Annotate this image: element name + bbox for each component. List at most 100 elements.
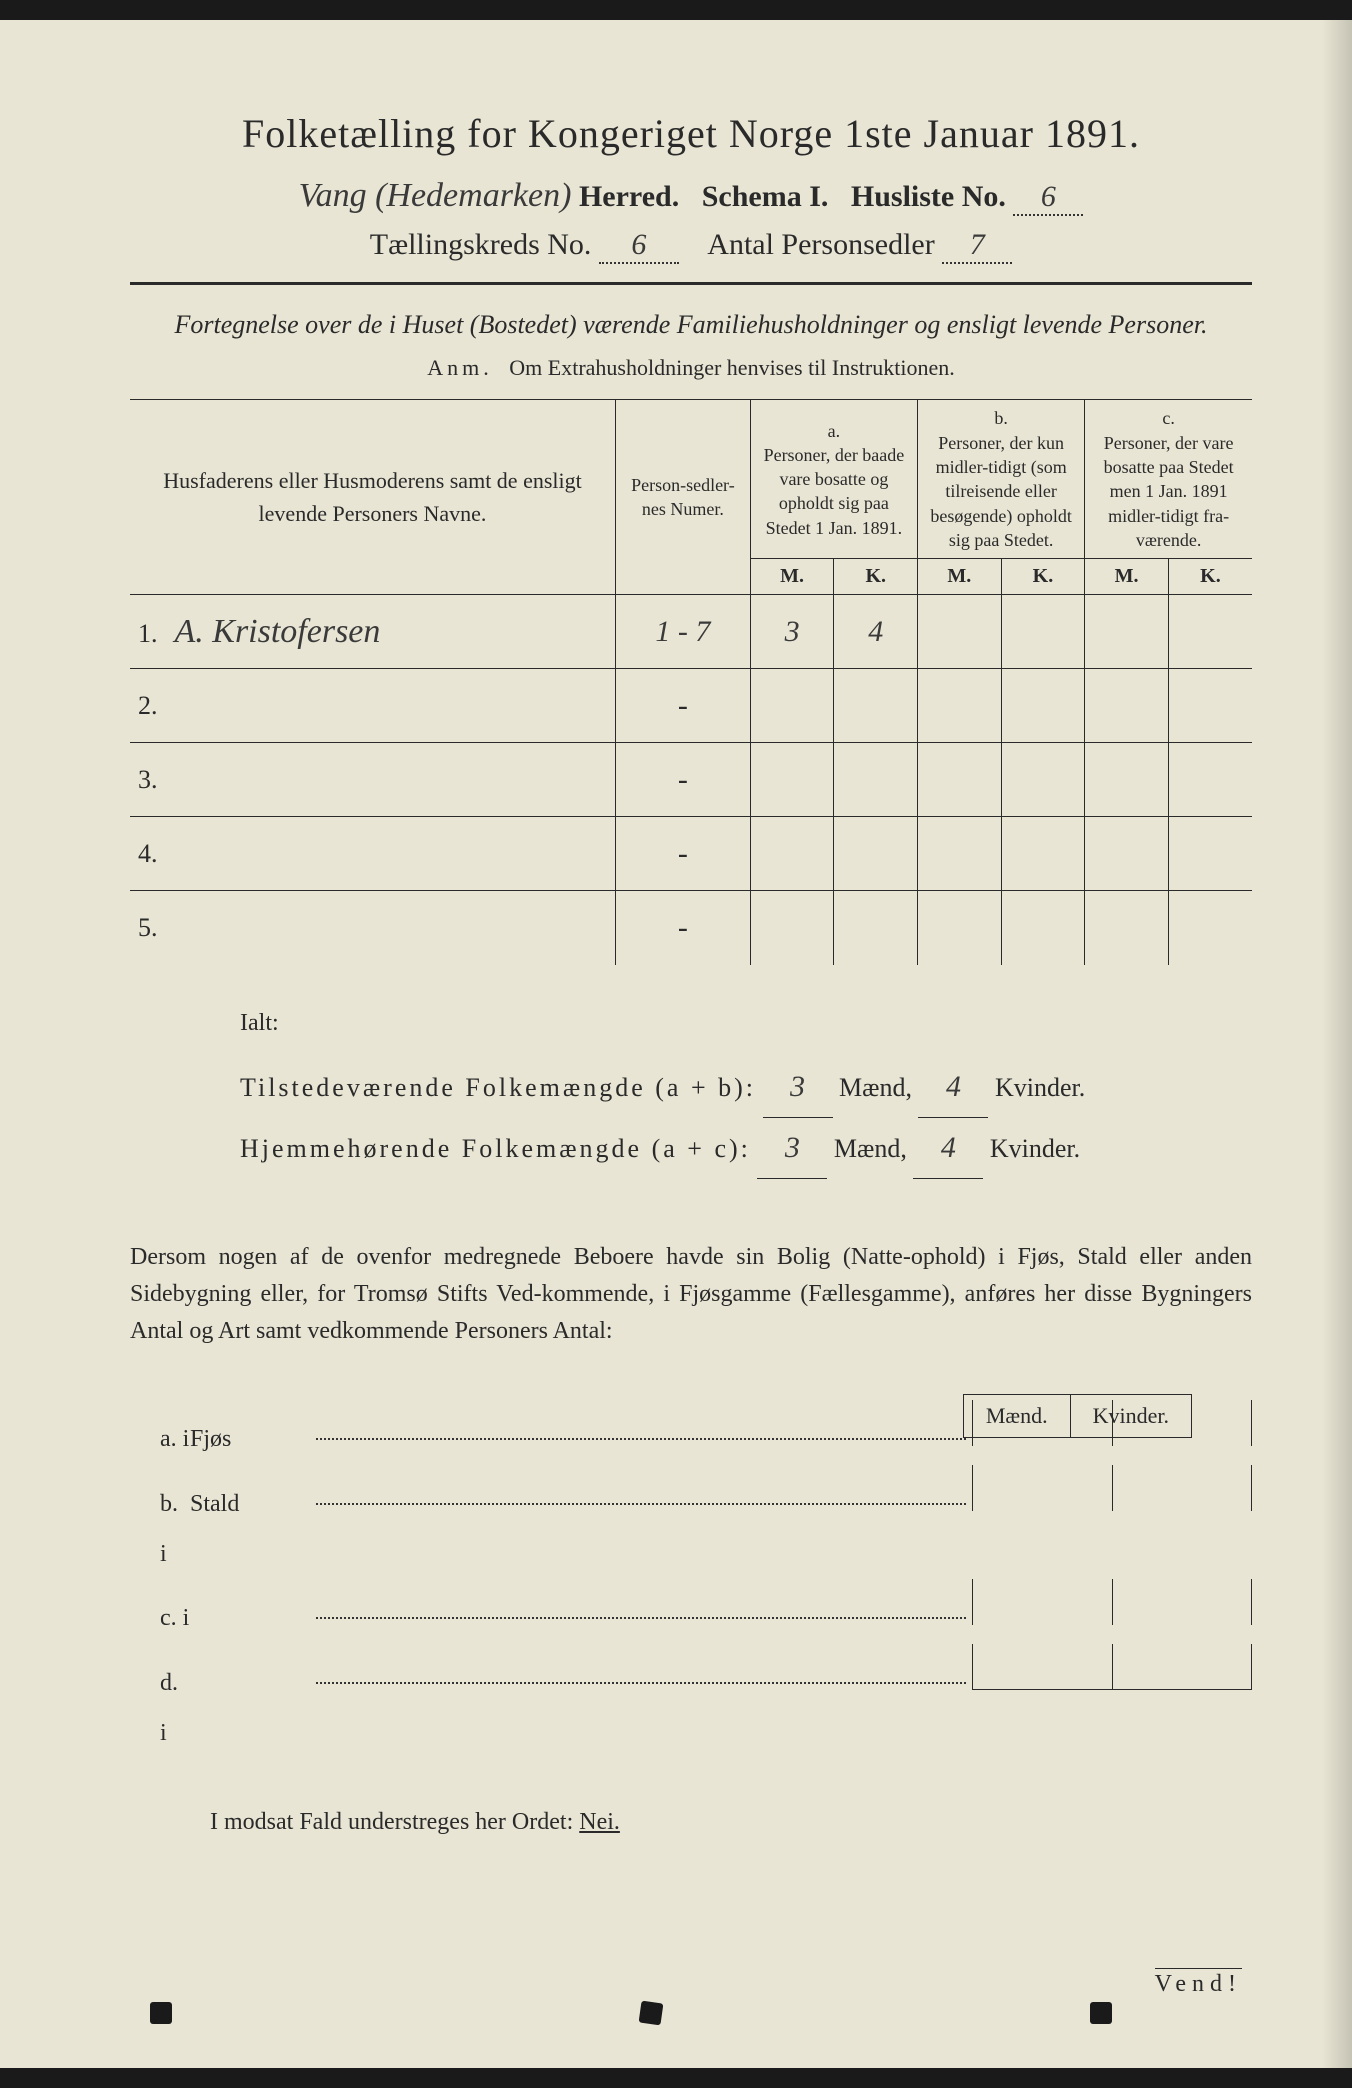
row-5-num: 5. [138,913,168,943]
subtitle: Fortegnelse over de i Huset (Bostedet) v… [130,307,1252,343]
building-b-dots [316,1503,966,1505]
kreds-label: Tællingskreds No. [370,228,592,261]
nei-line: I modsat Fald understreges her Ordet: Ne… [130,1809,1252,1836]
row-1-cM [1085,595,1169,669]
col-c-text: Personer, der vare bosatte paa Stedet me… [1093,431,1244,552]
buildings-kvinder-header: Kvinder. [1070,1394,1192,1438]
row-3-name: 3. [130,743,615,817]
table-row: 1. A. Kristofersen 1 - 7 3 4 [130,595,1252,669]
building-row-d: d. i [130,1644,1252,1759]
row-4-name: 4. [130,817,615,891]
row-2-name: 2. [130,669,615,743]
row-4-cK [1168,817,1252,891]
building-a-dots [316,1438,966,1440]
row-2-personnum: - [615,669,750,743]
row-2-num: 2. [138,691,168,721]
col-b-header: b. Personer, der kun midler-tidigt (som … [918,400,1085,559]
totals-block: Ialt: Tilstedeværende Folkemængde (a + b… [240,999,1252,1179]
schema-label: Schema I. [702,180,829,213]
row-1-bM [918,595,1002,669]
building-d-m [972,1644,1112,1690]
buildings-paragraph: Dersom nogen af de ovenfor medregnede Be… [130,1239,1252,1351]
row-2-aK [834,669,918,743]
header-line-1: Vang (Hedemarken) Herred. Schema I. Husl… [130,177,1252,216]
col-c-header: c. Personer, der vare bosatte paa Stedet… [1085,400,1252,559]
row-5-name: 5. [130,891,615,965]
table-row: 5. - [130,891,1252,965]
row-5-cM [1085,891,1169,965]
row-1-bK [1001,595,1085,669]
c-k-header: K. [1168,559,1252,595]
header-line-2: Tællingskreds No. 6 Antal Personsedler 7 [130,228,1252,264]
totals-line-1: Tilstedeværende Folkemængde (a + b): 3 M… [240,1057,1252,1118]
herred-handwritten: Vang (Hedemarken) [299,177,572,214]
census-table: Husfaderens eller Husmoderens samt de en… [130,399,1252,964]
building-c-dots [316,1617,966,1619]
building-a-lbl: a. i [130,1414,190,1464]
row-2-aM [750,669,834,743]
row-4-cM [1085,817,1169,891]
building-c-m [972,1579,1112,1625]
row-1-aM: 3 [750,595,834,669]
table-row: 4. - [130,817,1252,891]
row-5-bK [1001,891,1085,965]
maend-label-2: Mænd, [834,1134,907,1163]
a-k-header: K. [834,559,918,595]
row-3-aM [750,743,834,817]
row-1-personnum: 1 - 7 [615,595,750,669]
kvinder-label-2: Kvinder. [990,1134,1080,1163]
anm-label: Anm. [427,355,493,380]
row-5-personnum: - [615,891,750,965]
antal-label: Antal Personsedler [707,228,934,261]
maend-label-1: Mænd, [839,1073,912,1102]
kreds-no: 6 [599,228,679,264]
col-a-label: a. [759,419,909,443]
row-3-cK [1168,743,1252,817]
row-1-aK: 4 [834,595,918,669]
col-a-header: a. Personer, der baade vare bosatte og o… [750,400,917,559]
col-names-text: Husfaderens eller Husmoderens samt de en… [163,468,582,526]
row-2-cM [1085,669,1169,743]
row-4-bK [1001,817,1085,891]
table-header-row-1: Husfaderens eller Husmoderens samt de en… [130,400,1252,559]
col-numer-header: Person-sedler-nes Numer. [615,400,750,595]
building-b-m [972,1465,1112,1511]
col-b-label: b. [926,406,1076,430]
row-3-aK [834,743,918,817]
row-3-cM [1085,743,1169,817]
nei-text: I modsat Fald understreges her Ordet: [210,1809,573,1835]
husliste-label: Husliste No. [851,180,1006,213]
totals-2-k: 4 [913,1118,983,1179]
col-names-header: Husfaderens eller Husmoderens samt de en… [130,400,615,595]
col-b-text: Personer, der kun midler-tidigt (som til… [926,431,1076,552]
table-row: 3. - [130,743,1252,817]
row-5-aK [834,891,918,965]
row-5-cK [1168,891,1252,965]
totals-1-k: 4 [918,1057,988,1118]
row-4-aK [834,817,918,891]
row-3-num: 3. [138,765,168,795]
punch-hole-icon [639,2001,664,2026]
building-a-txt: Fjøs [190,1414,310,1464]
b-m-header: M. [918,559,1002,595]
antal-no: 7 [942,228,1012,264]
page-edge-shadow [1322,20,1352,2068]
totals-1-m: 3 [763,1057,833,1118]
building-c-lbl: c. i [130,1593,190,1643]
herred-label: Herred. [579,180,679,213]
building-d-dots [316,1682,966,1684]
anm-text: Om Extrahusholdninger henvises til Instr… [509,355,954,380]
col-c-label: c. [1093,406,1244,430]
buildings-block: Mænd. Kvinder. a. i Fjøs b. i Stald c. i [130,1400,1252,1758]
row-1-num: 1. [138,619,168,649]
c-m-header: M. [1085,559,1169,595]
col-a-text: Personer, der baade vare bosatte og opho… [759,443,909,540]
totals-line-2: Hjemmehørende Folkemængde (a + c): 3 Mæn… [240,1118,1252,1179]
building-row-c: c. i [130,1579,1252,1643]
table-row: 2. - [130,669,1252,743]
building-d-k [1112,1644,1252,1690]
punch-hole-icon [1090,2002,1112,2024]
row-4-num: 4. [138,839,168,869]
row-4-aM [750,817,834,891]
row-1-cK [1168,595,1252,669]
